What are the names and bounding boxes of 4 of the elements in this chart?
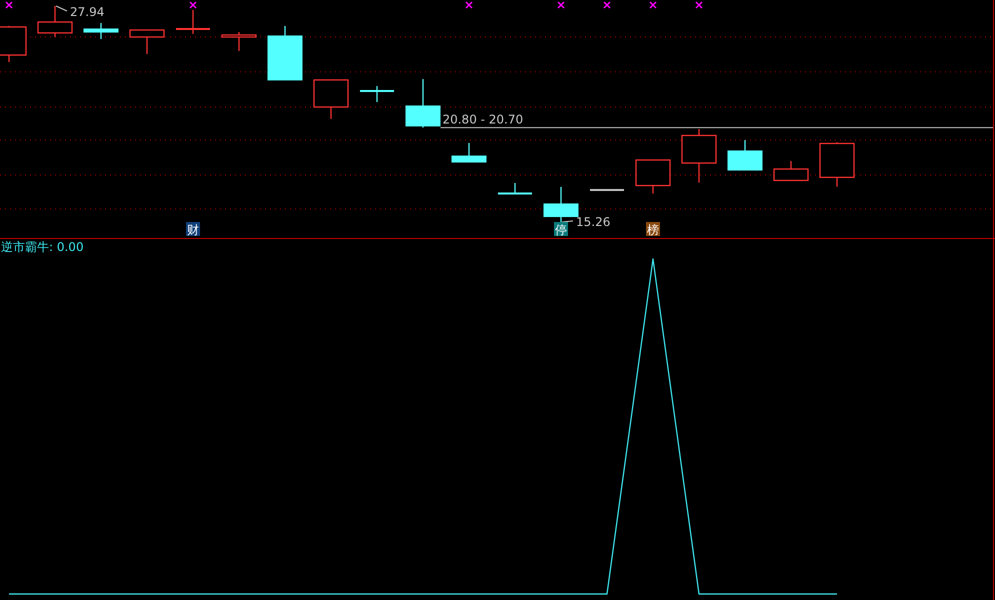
annotation: 15.26 [576,215,610,229]
chart-title: 逆市霸牛: 0.00 [1,240,84,254]
annotation: 27.94 [70,5,104,19]
ref-line-label: 20.80 - 20.70 [442,112,524,127]
